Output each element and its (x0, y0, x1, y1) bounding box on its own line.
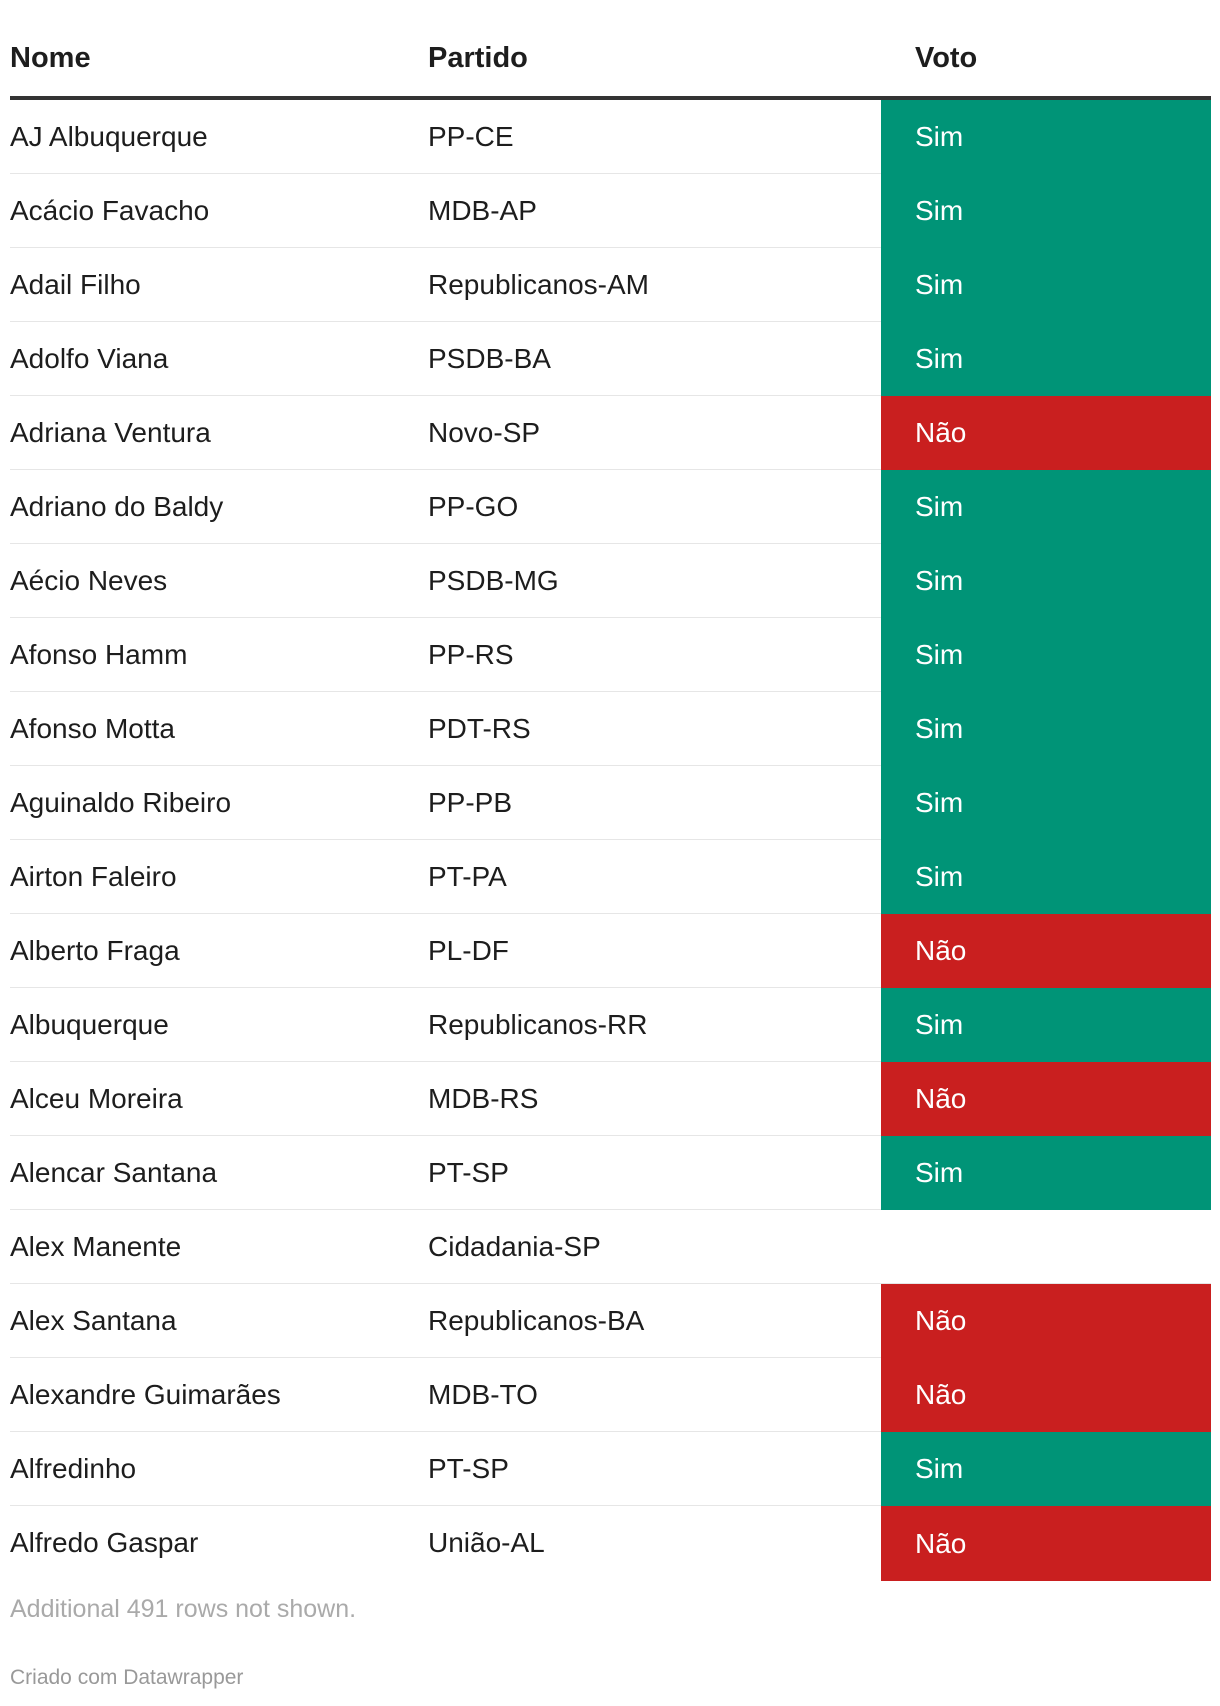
cell-nome: Alencar Santana (10, 1156, 218, 1188)
cell-partido: PP-PB (428, 786, 513, 818)
cell-partido: PSDB-BA (428, 342, 551, 374)
cell-nome: Alberto Fraga (10, 934, 180, 966)
cell-partido: PSDB-MG (428, 564, 559, 596)
cell-voto: Sim (881, 840, 1211, 914)
cell-voto: Sim (881, 618, 1211, 692)
cell-nome: Alfredo Gaspar (10, 1527, 199, 1558)
cell-voto: Não (881, 396, 1211, 470)
cell-partido: PT-SP (428, 1156, 509, 1188)
cell-nome: Adriana Ventura (10, 416, 211, 448)
cell-nome: Alex Santana (10, 1304, 177, 1336)
table-row: Alceu Moreira MDB-RS Não (10, 1062, 1211, 1136)
cell-voto: Não (881, 914, 1211, 988)
cell-partido: PT-PA (428, 860, 507, 892)
cell-partido: PP-RS (428, 638, 514, 670)
table-row: Afonso Hamm PP-RS Sim (10, 618, 1211, 692)
table-row: AJ Albuquerque PP-CE Sim (10, 100, 1211, 174)
table-row: Afonso Motta PDT-RS Sim (10, 692, 1211, 766)
cell-nome: Adriano do Baldy (10, 490, 224, 522)
cell-voto: Sim (881, 692, 1211, 766)
cell-voto: Não (881, 1284, 1211, 1358)
cell-voto: Sim (881, 470, 1211, 544)
cell-partido: União-AL (428, 1527, 545, 1558)
cell-nome: Alex Manente (10, 1230, 182, 1262)
table-row: Adail Filho Republicanos-AM Sim (10, 248, 1211, 322)
cell-partido: Republicanos-AM (428, 268, 649, 300)
cell-nome: Airton Faleiro (10, 860, 177, 892)
table-row: Adolfo Viana PSDB-BA Sim (10, 322, 1211, 396)
cell-partido: Cidadania-SP (428, 1230, 601, 1262)
cell-nome: Afonso Motta (10, 712, 175, 744)
cell-partido: PT-SP (428, 1452, 509, 1484)
cell-partido: Republicanos-RR (428, 1008, 648, 1040)
cell-nome: Adolfo Viana (10, 342, 169, 374)
table-row: Alencar Santana PT-SP Sim (10, 1136, 1211, 1210)
cell-voto (881, 1210, 1211, 1284)
cell-voto: Sim (881, 248, 1211, 322)
cell-partido: Republicanos-BA (428, 1304, 645, 1336)
table-header: Nome Partido Voto (10, 0, 1211, 100)
table-row: Alex Manente Cidadania-SP (10, 1210, 1211, 1284)
cell-nome: Adail Filho (10, 268, 141, 300)
cell-partido: MDB-RS (428, 1082, 539, 1114)
cell-voto: Sim (881, 1136, 1211, 1210)
table-row: Adriana Ventura Novo-SP Não (10, 396, 1211, 470)
table-row: Alberto Fraga PL-DF Não (10, 914, 1211, 988)
table-row: Aécio Neves PSDB-MG Sim (10, 544, 1211, 618)
cell-nome: Albuquerque (10, 1008, 169, 1040)
rows-not-shown-note: Additional 491 rows not shown. (10, 1595, 357, 1623)
column-header-nome[interactable]: Nome (10, 42, 91, 74)
cell-voto: Sim (881, 100, 1211, 174)
cell-voto: Sim (881, 174, 1211, 248)
cell-partido: PDT-RS (428, 712, 531, 744)
cell-nome: Aguinaldo Ribeiro (10, 786, 232, 818)
cell-partido: MDB-AP (428, 194, 537, 226)
cell-partido: PP-CE (428, 120, 514, 152)
column-header-voto[interactable]: Voto (915, 42, 978, 74)
cell-voto: Sim (881, 988, 1211, 1062)
table-row: Alexandre Guimarães MDB-TO Não (10, 1358, 1211, 1432)
cell-voto: Sim (881, 1432, 1211, 1506)
cell-voto: Não (881, 1358, 1211, 1432)
vote-table: Nome Partido Voto AJ Albuquerque PP-CE Sim… (10, 0, 1211, 1581)
cell-voto: Sim (881, 544, 1211, 618)
table-row: Adriano do Baldy PP-GO Sim (10, 470, 1211, 544)
table-row: Airton Faleiro PT-PA Sim (10, 840, 1211, 914)
table-row: Alex Santana Republicanos-BA Não (10, 1284, 1211, 1358)
cell-voto: Não (881, 1506, 1211, 1581)
cell-nome: Aécio Neves (10, 564, 168, 596)
table-row: Alfredo Gaspar União-AL Não (10, 1506, 1211, 1581)
cell-partido: MDB-TO (428, 1378, 538, 1410)
cell-partido: PP-GO (428, 490, 519, 522)
table-row: Albuquerque Republicanos-RR Sim (10, 988, 1211, 1062)
table-body: AJ Albuquerque PP-CE Sim Acácio Favacho MDB-… (10, 100, 1211, 1581)
cell-nome: Alceu Moreira (10, 1082, 183, 1114)
cell-nome: Alfredinho (10, 1452, 137, 1484)
table-row: Acácio Favacho MDB-AP Sim (10, 174, 1211, 248)
cell-partido: PL-DF (428, 934, 509, 966)
cell-nome: Acácio Favacho (10, 194, 210, 226)
cell-nome: Alexandre Guimarães (10, 1378, 281, 1410)
cell-voto: Não (881, 1062, 1211, 1136)
table-row: Aguinaldo Ribeiro PP-PB Sim (10, 766, 1211, 840)
table-row: Alfredinho PT-SP Sim (10, 1432, 1211, 1506)
cell-voto: Sim (881, 766, 1211, 840)
cell-nome: Afonso Hamm (10, 638, 188, 670)
cell-nome: AJ Albuquerque (10, 120, 208, 152)
cell-partido: Novo-SP (428, 416, 541, 448)
cell-voto: Sim (881, 322, 1211, 396)
datawrapper-credit[interactable]: Criado com Datawrapper (10, 1666, 244, 1689)
column-header-partido[interactable]: Partido (428, 42, 528, 74)
